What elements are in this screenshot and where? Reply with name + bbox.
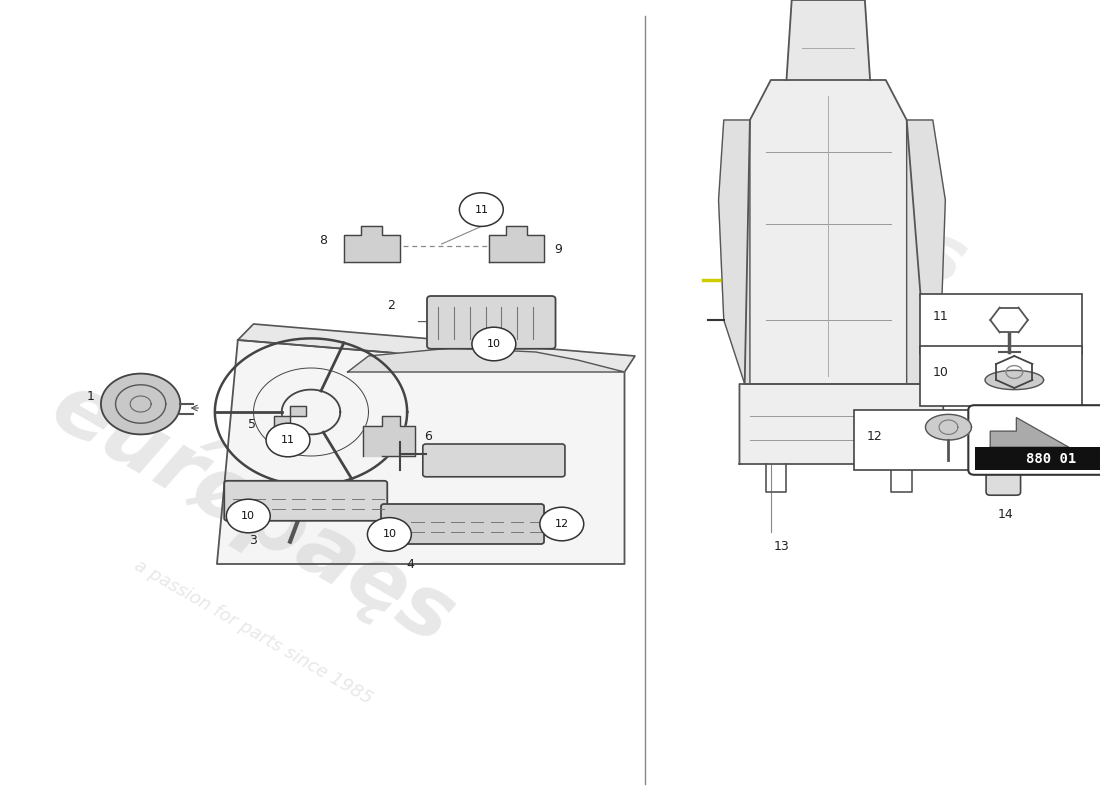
Polygon shape — [906, 120, 945, 384]
FancyBboxPatch shape — [427, 296, 556, 349]
Polygon shape — [344, 226, 399, 262]
Polygon shape — [238, 324, 635, 372]
Text: 11: 11 — [933, 310, 948, 322]
Polygon shape — [363, 416, 416, 456]
Text: 1: 1 — [87, 390, 95, 402]
Text: 10: 10 — [487, 339, 500, 349]
Circle shape — [460, 193, 504, 226]
Text: 14: 14 — [998, 508, 1014, 521]
Text: 10: 10 — [241, 511, 255, 521]
FancyBboxPatch shape — [921, 346, 1082, 406]
Polygon shape — [986, 370, 1044, 390]
Polygon shape — [718, 120, 750, 384]
Text: 4: 4 — [406, 558, 415, 570]
Polygon shape — [745, 80, 927, 384]
Text: 9: 9 — [554, 243, 562, 256]
Text: 7: 7 — [541, 456, 549, 469]
Text: 2: 2 — [387, 299, 395, 312]
FancyBboxPatch shape — [422, 444, 565, 477]
Text: 12: 12 — [867, 430, 882, 442]
Text: 12: 12 — [554, 519, 569, 529]
Circle shape — [266, 423, 310, 457]
Polygon shape — [990, 418, 1068, 447]
FancyBboxPatch shape — [975, 447, 1100, 470]
Polygon shape — [488, 226, 544, 262]
Text: 11: 11 — [280, 435, 295, 445]
Text: 880 01: 880 01 — [1026, 451, 1077, 466]
Polygon shape — [274, 406, 306, 448]
FancyBboxPatch shape — [921, 294, 1082, 354]
Circle shape — [227, 499, 271, 533]
Text: 3: 3 — [250, 534, 257, 547]
Text: euŕøpaęs: euŕøpaęs — [36, 362, 471, 662]
Text: 13: 13 — [773, 540, 789, 553]
Circle shape — [540, 507, 584, 541]
Polygon shape — [101, 374, 180, 434]
Polygon shape — [217, 340, 625, 564]
FancyBboxPatch shape — [381, 504, 544, 544]
Text: 5: 5 — [248, 418, 255, 430]
Text: paęs: paęs — [762, 147, 978, 301]
Text: 10: 10 — [933, 366, 948, 378]
Circle shape — [367, 518, 411, 551]
Text: 8: 8 — [319, 234, 327, 246]
FancyBboxPatch shape — [968, 405, 1100, 474]
Text: 6: 6 — [424, 430, 431, 442]
Text: a passion for parts since 1985: a passion for parts since 1985 — [131, 556, 376, 708]
FancyBboxPatch shape — [224, 481, 387, 521]
FancyBboxPatch shape — [986, 321, 1021, 495]
Text: 10: 10 — [383, 530, 396, 539]
Circle shape — [472, 327, 516, 361]
Text: 11: 11 — [474, 205, 488, 214]
Polygon shape — [786, 0, 870, 80]
Polygon shape — [990, 447, 1072, 454]
Polygon shape — [348, 348, 625, 372]
FancyBboxPatch shape — [855, 410, 1016, 470]
Polygon shape — [739, 384, 943, 464]
Polygon shape — [925, 414, 971, 440]
